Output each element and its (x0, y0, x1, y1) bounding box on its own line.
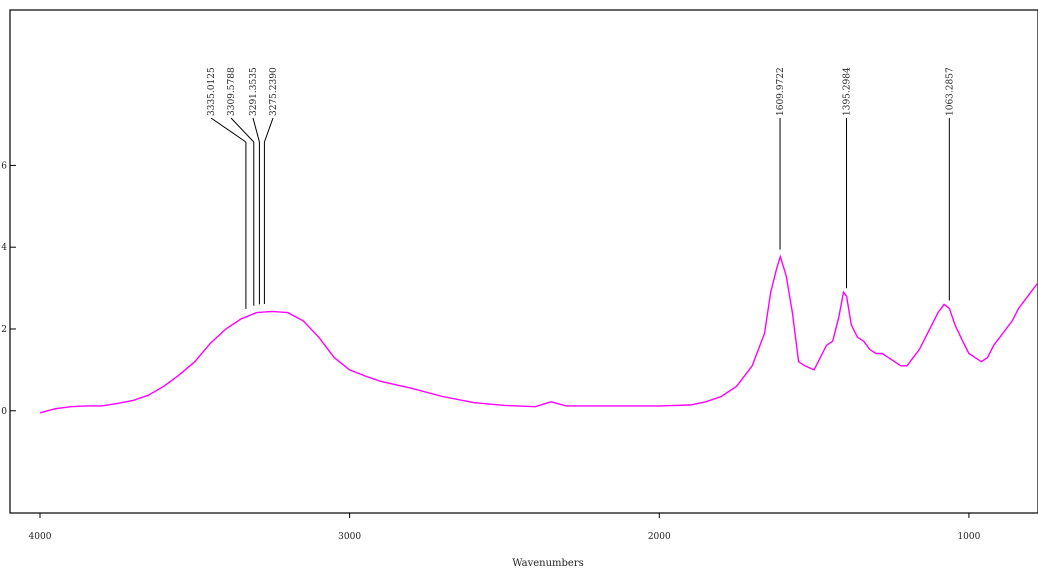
y-tick-label: 2 (1, 325, 7, 335)
x-tick-label: 1000 (957, 532, 980, 542)
peak-label: 1395.2984 (843, 67, 853, 116)
peak-label: 3335.0125 (207, 67, 217, 116)
peak-label: 3291.3535 (249, 67, 259, 116)
peak-leader (252, 117, 260, 143)
spectrum-line (39, 254, 1038, 414)
peak-annotations: 3335.0125 3309.5788 3291.3535 3275.2390 1609… (207, 67, 955, 309)
peak-label: 1609.9722 (776, 67, 786, 116)
x-tick-label: 4000 (29, 532, 52, 542)
x-tick-label: 3000 (338, 532, 361, 542)
peak-label: 3309.5788 (227, 67, 237, 116)
y-tick-label: 4 (1, 243, 7, 253)
y-tick-label: 6 (1, 161, 7, 171)
peak-label: 3275.2390 (269, 67, 279, 116)
peak-leader (263, 117, 274, 143)
y-tick-label: 0 (1, 407, 7, 417)
peak-leader (210, 117, 247, 143)
y-axis: 0 2 4 6 (1, 161, 16, 417)
x-axis-title: Wavenumbers (512, 558, 584, 569)
peak-leader (230, 117, 255, 143)
x-axis: 4000 3000 2000 1000 (29, 513, 981, 542)
peak-label: 1063.2857 (945, 67, 955, 116)
x-tick-label: 2000 (648, 532, 671, 542)
plot-frame (9, 9, 1038, 514)
